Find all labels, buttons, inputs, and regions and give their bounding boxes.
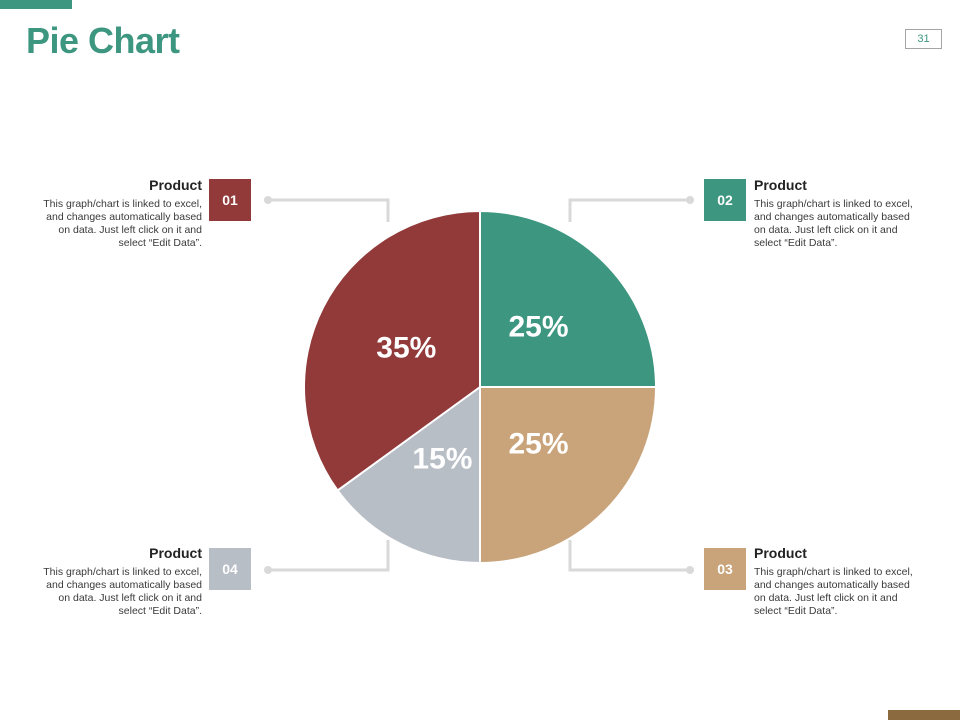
connector-dot-03	[686, 566, 694, 574]
product-description: This graph/chart is linked to excel, and…	[22, 566, 202, 618]
description-line: select “Edit Data”.	[118, 237, 202, 249]
slice-label: 35%	[376, 331, 436, 364]
product-block-01: Product This graph/chart is linked to ex…	[22, 177, 202, 250]
slice-label: 25%	[508, 310, 568, 343]
pie-slice	[303, 209, 481, 492]
description-line: on data. Just left click on it and	[58, 224, 202, 236]
description-line: and changes automatically based	[754, 579, 910, 591]
description-line: This graph/chart is linked to excel,	[754, 198, 913, 210]
product-block-03: Product This graph/chart is linked to ex…	[754, 545, 934, 618]
connector-line-02	[568, 198, 690, 222]
description-line: on data. Just left click on it and	[754, 592, 898, 604]
number-badge-04: 04	[209, 548, 251, 590]
product-heading: Product	[149, 177, 202, 193]
number-badge-02: 02	[704, 179, 746, 221]
connector-dot-04	[264, 566, 272, 574]
number-badge-03: 03	[704, 548, 746, 590]
bottom-accent-bar	[888, 710, 960, 720]
description-line: select “Edit Data”.	[118, 605, 202, 617]
pie-slice	[336, 385, 481, 565]
description-line: on data. Just left click on it and	[754, 224, 898, 236]
product-heading: Product	[754, 177, 807, 193]
description-line: This graph/chart is linked to excel,	[754, 566, 913, 578]
connector-line-04	[268, 540, 390, 572]
connector-lines	[264, 196, 694, 574]
pie-slices	[303, 209, 658, 565]
connector-dot-02	[686, 196, 694, 204]
top-accent-bar	[0, 0, 72, 9]
description-line: This graph/chart is linked to excel,	[43, 566, 202, 578]
description-line: select “Edit Data”.	[754, 237, 838, 249]
page-title: Pie Chart	[26, 20, 180, 61]
number-badge-01: 01	[209, 179, 251, 221]
connector-dot-01	[264, 196, 272, 204]
product-description: This graph/chart is linked to excel, and…	[754, 198, 934, 250]
description-line: and changes automatically based	[46, 579, 202, 591]
pie-slice	[479, 209, 658, 388]
description-line: This graph/chart is linked to excel,	[43, 198, 202, 210]
page-number: 31	[905, 29, 942, 49]
pie-labels: 25% 25% 15% 35%	[376, 310, 568, 475]
product-heading: Product	[149, 545, 202, 561]
description-line: select “Edit Data”.	[754, 605, 838, 617]
description-line: and changes automatically based	[46, 211, 202, 223]
connector-line-01	[268, 198, 390, 222]
description-line: on data. Just left click on it and	[58, 592, 202, 604]
pie-slice	[479, 386, 658, 565]
product-heading: Product	[754, 545, 807, 561]
slice-label: 15%	[412, 443, 472, 476]
product-block-04: Product This graph/chart is linked to ex…	[22, 545, 202, 618]
slice-label: 25%	[508, 427, 568, 460]
description-line: and changes automatically based	[754, 211, 910, 223]
connector-line-03	[568, 540, 690, 572]
product-description: This graph/chart is linked to excel, and…	[22, 198, 202, 250]
product-description: This graph/chart is linked to excel, and…	[754, 566, 934, 618]
product-block-02: Product This graph/chart is linked to ex…	[754, 177, 934, 250]
